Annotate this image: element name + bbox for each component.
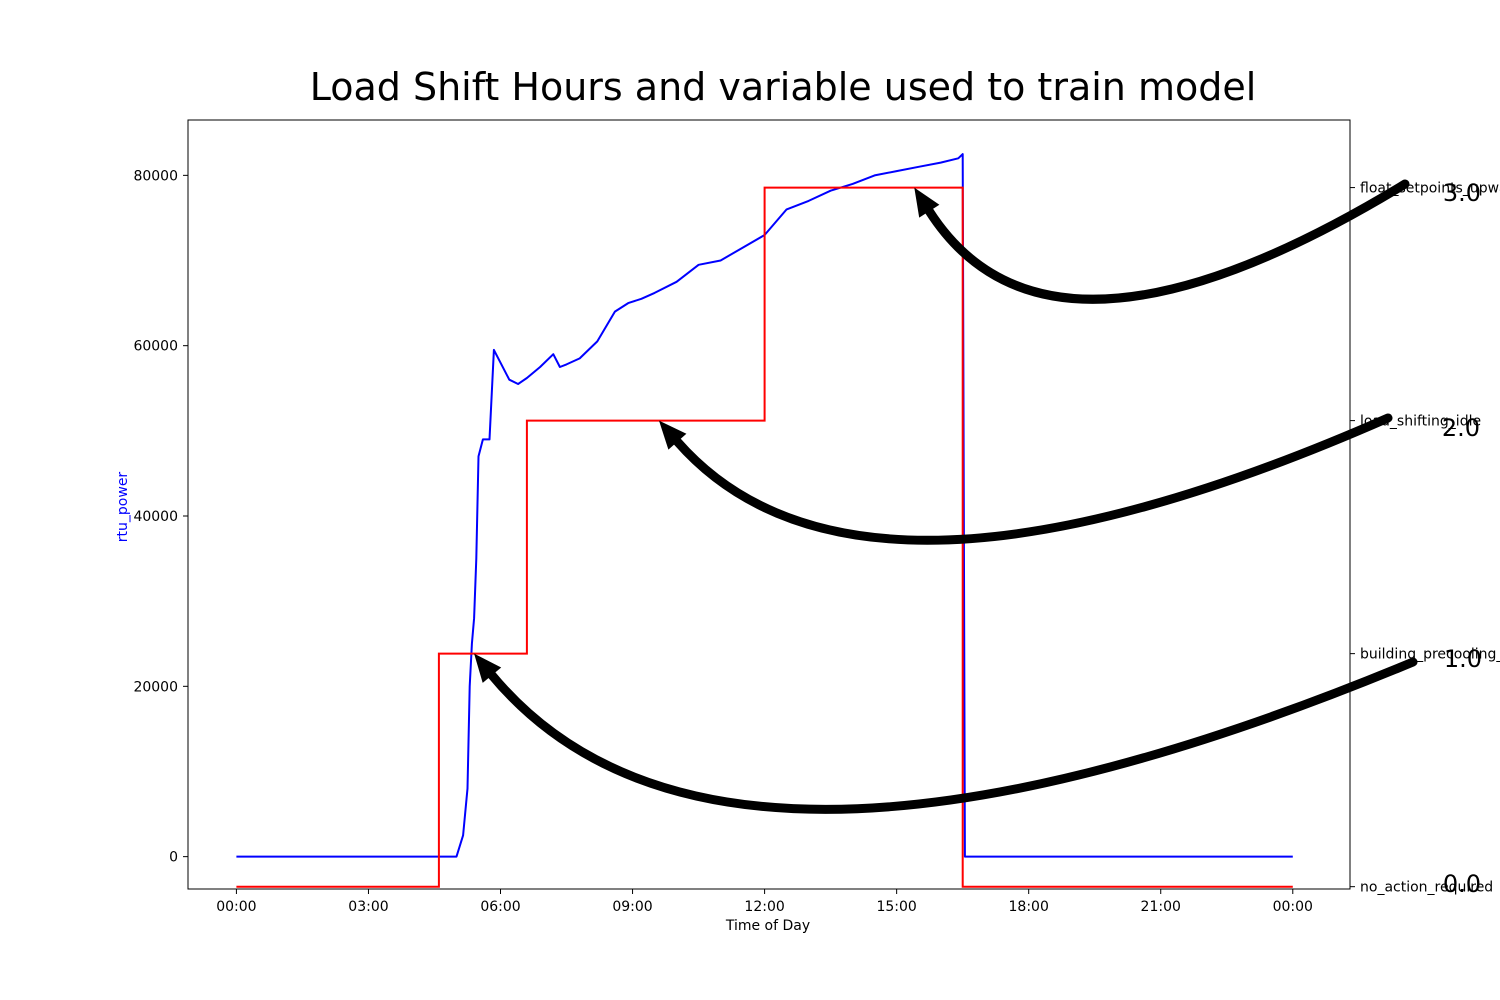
- right-y-tick-label: no_action_required: [1360, 880, 1493, 896]
- annotation-arrow: [487, 657, 1418, 814]
- rtu-power-line: [236, 153, 1293, 858]
- annotation-arrowhead: [659, 420, 687, 450]
- x-tick-label: 18:00: [1009, 899, 1049, 915]
- y-tick-label: 60000: [133, 339, 178, 355]
- annotation-label: 0.0: [1443, 870, 1481, 898]
- annotation-label: 3.0: [1443, 179, 1481, 207]
- annotation-arrow: [924, 179, 1410, 304]
- chart-title: Load Shift Hours and variable used to tr…: [310, 65, 1257, 109]
- y-tick-label: 0: [169, 850, 178, 866]
- annotation-arrowhead: [474, 653, 502, 683]
- x-tick-label: 06:00: [480, 899, 520, 915]
- y-tick-label: 20000: [133, 679, 178, 695]
- x-tick-label: 21:00: [1141, 899, 1181, 915]
- x-tick-label: 00:00: [216, 899, 256, 915]
- y-axis-label: rtu_power: [115, 472, 131, 543]
- x-tick-label: 00:00: [1273, 899, 1313, 915]
- y-tick-label: 80000: [133, 168, 178, 184]
- plot-layer: 00:00 03:00 06:00 09:00 12:00 15:00 18:00 21:00…: [133, 119, 1500, 915]
- x-tick-label: 09:00: [612, 899, 652, 915]
- annotation-label: 1.0: [1444, 645, 1482, 673]
- x-tick-label: 03:00: [348, 899, 388, 915]
- x-tick-label: 15:00: [876, 899, 916, 915]
- y-tick-label: 40000: [133, 509, 178, 525]
- x-tick-label: 12:00: [744, 899, 784, 915]
- plot-frame: [187, 119, 1351, 890]
- annotation-arrow: [672, 413, 1393, 545]
- right-y-tick-label: building_precooling_: [1360, 647, 1500, 663]
- annotation-label: 2.0: [1442, 414, 1480, 442]
- annotation-arrowhead: [914, 187, 940, 218]
- x-axis-label: Time of Day: [725, 918, 810, 934]
